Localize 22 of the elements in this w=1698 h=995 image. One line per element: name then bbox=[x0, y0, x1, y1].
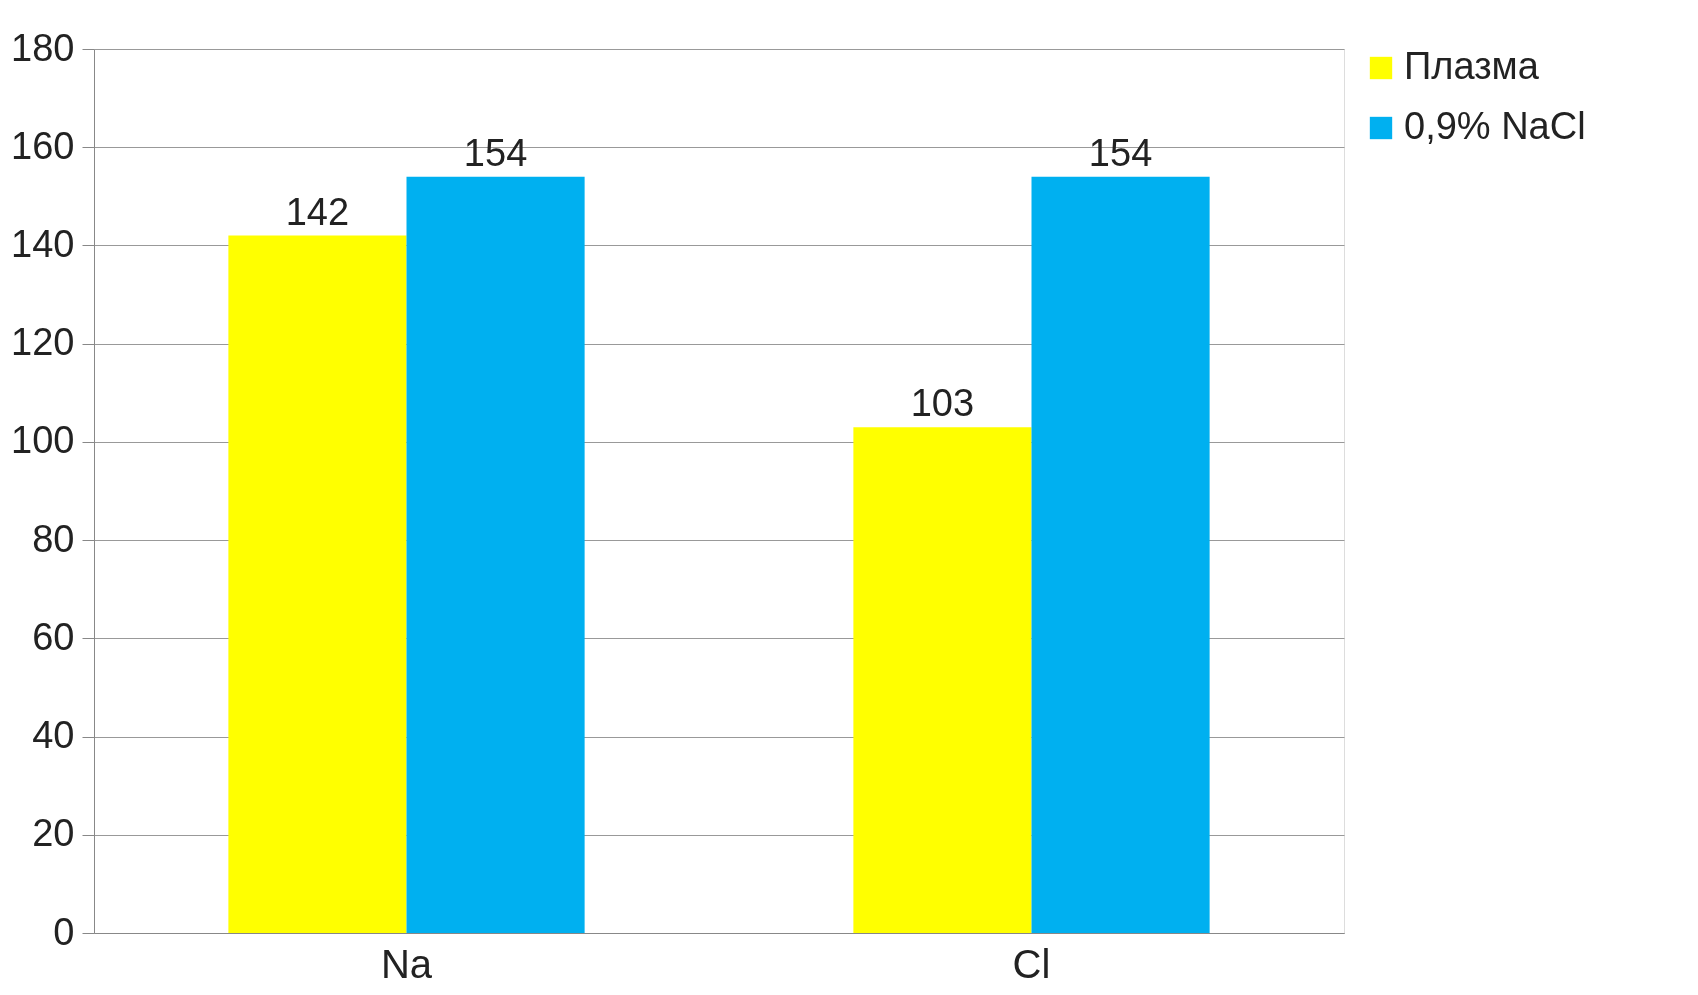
data-label: 154 bbox=[1088, 131, 1153, 174]
y-tick-label: 60 bbox=[32, 615, 75, 658]
y-tick-label: 0 bbox=[53, 910, 75, 953]
data-label: 142 bbox=[285, 190, 350, 233]
legend-label: Плазма bbox=[1404, 45, 1540, 87]
y-tick-label: 80 bbox=[32, 517, 75, 560]
bar bbox=[1031, 176, 1210, 933]
bar bbox=[853, 427, 1032, 933]
legend-label: 0,9% NaCl bbox=[1404, 105, 1586, 147]
data-label: 103 bbox=[910, 382, 975, 425]
y-tick-label: 120 bbox=[11, 321, 75, 364]
y-tick-label: 180 bbox=[11, 26, 75, 69]
x-tick-label: Cl bbox=[1012, 941, 1051, 986]
x-tick-label: Na bbox=[380, 941, 433, 986]
bar bbox=[406, 176, 585, 933]
bar bbox=[228, 235, 407, 933]
y-tick-label: 140 bbox=[11, 222, 75, 265]
data-label: 154 bbox=[463, 131, 528, 174]
y-tick-label: 40 bbox=[32, 714, 75, 757]
y-tick-label: 100 bbox=[11, 419, 75, 462]
y-tick-label: 160 bbox=[11, 124, 75, 167]
y-tick-label: 20 bbox=[32, 812, 75, 855]
